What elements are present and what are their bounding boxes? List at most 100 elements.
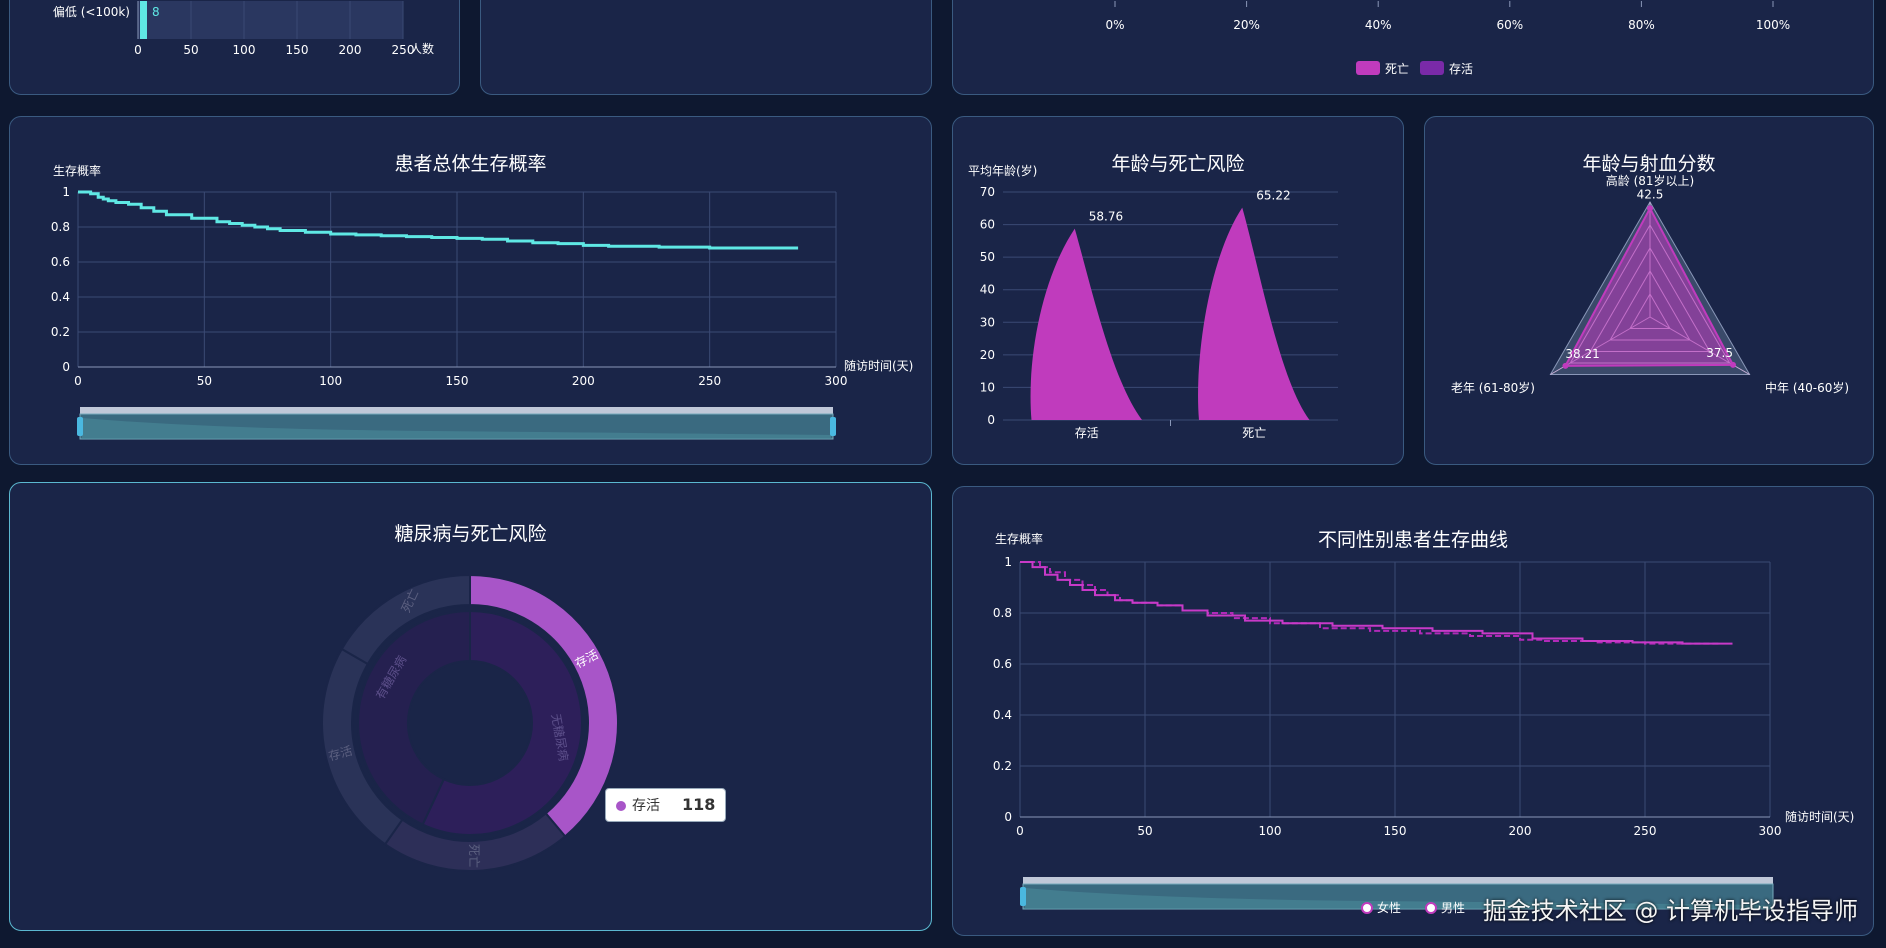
gender-survival-chart: 生存概率 随访时间(天) 0 0.2 0.4 0.6 0.8 1 0 50 100 150 200 2… bbox=[993, 531, 1854, 915]
gender-datazoom-bar-top bbox=[1023, 877, 1773, 884]
y-tick-label: 0.2 bbox=[51, 325, 70, 339]
age-y-tick: 70 bbox=[980, 185, 995, 199]
age-y-tick: 20 bbox=[980, 348, 995, 362]
radar-point bbox=[1562, 362, 1569, 369]
histogram-bar-value: 8 bbox=[152, 5, 160, 19]
histogram-x-tick: 250 bbox=[392, 43, 415, 57]
x-tick-label: 150 bbox=[1384, 824, 1407, 838]
survival-grid: 0 0.2 0.4 0.6 0.8 1 0 50 100 150 200 250 300 bbox=[51, 185, 848, 388]
age-risk-bars: 58.76 存活 65.22 死亡 bbox=[1030, 189, 1310, 440]
y-tick-label: 0.8 bbox=[993, 606, 1012, 620]
radar-value-label: 42.5 bbox=[1637, 187, 1664, 201]
age-y-tick: 50 bbox=[980, 250, 995, 264]
x-tick-label: 300 bbox=[1759, 824, 1782, 838]
histogram-x-tick: 200 bbox=[339, 43, 362, 57]
stacked-x-ticks: 0% 20% 40% 60% 80% 100% bbox=[1105, 1, 1790, 32]
datazoom-bar-top bbox=[80, 407, 833, 414]
radar-value-label: 38.21 bbox=[1565, 347, 1599, 361]
legend-label-male[interactable]: 男性 bbox=[1441, 901, 1465, 915]
survival-panel: 患者总体生存概率 生存概率 随访时间(天) 0 0.2 0.4 0.6 0.8 1 0 50 1… bbox=[9, 116, 932, 465]
gender-datazoom[interactable] bbox=[1020, 877, 1774, 910]
x-tick-label: 250 bbox=[1634, 824, 1657, 838]
x-tick-label: 200 bbox=[1509, 824, 1532, 838]
legend-label-female[interactable]: 女性 bbox=[1377, 900, 1401, 915]
age-bar-death bbox=[1198, 207, 1310, 420]
gender-grid: 0 0.2 0.4 0.6 0.8 1 0 50 100 150 200 250 300 bbox=[993, 555, 1782, 838]
gender-datazoom-preview bbox=[1025, 888, 1771, 909]
survival-x-axis-name: 随访时间(天) bbox=[844, 358, 913, 373]
datazoom-handle-left[interactable] bbox=[77, 417, 83, 436]
x-tick-label: 50 bbox=[197, 374, 212, 388]
y-tick-label: 1 bbox=[62, 185, 70, 199]
histogram-x-tick: 150 bbox=[286, 43, 309, 57]
stacked-x-tick-label: 20% bbox=[1233, 18, 1260, 32]
age-risk-y-axis-name: 平均年龄(岁) bbox=[968, 163, 1037, 178]
gender-curve-female[interactable] bbox=[1020, 561, 1720, 645]
gender-y-axis-name: 生存概率 bbox=[995, 531, 1043, 546]
gender-survival-panel: 不同性别患者生存曲线 生存概率 随访时间(天) 0 0.2 0.4 0.6 0.8 1 0 5… bbox=[952, 486, 1874, 936]
datazoom-handle-right[interactable] bbox=[830, 417, 836, 436]
age-risk-title: 年龄与死亡风险 bbox=[1111, 153, 1245, 175]
survival-datazoom[interactable] bbox=[77, 407, 836, 440]
legend-swatch-death[interactable] bbox=[1356, 61, 1380, 75]
y-tick-label: 0.6 bbox=[51, 255, 70, 269]
y-tick-label: 0.8 bbox=[51, 220, 70, 234]
age-bar-survive bbox=[1030, 228, 1143, 420]
diabetes-panel: 糖尿病与死亡风险 无糖尿病 有糖尿病 存活 死亡 存活 死亡 存活 118 bbox=[9, 482, 932, 931]
radar-indicator-label: 老年 (61-80岁) bbox=[1451, 380, 1535, 395]
gender-survival-title: 不同性别患者生存曲线 bbox=[1317, 529, 1508, 551]
survival-y-axis-name: 生存概率 bbox=[53, 163, 101, 178]
y-tick-label: 0.4 bbox=[51, 290, 70, 304]
stacked-x-tick-label: 100% bbox=[1756, 18, 1790, 32]
survival-title: 患者总体生存概率 bbox=[394, 153, 547, 175]
tooltip-dot bbox=[616, 801, 626, 811]
tooltip-value: 118 bbox=[682, 795, 716, 814]
radar-panel: 年龄与射血分数 42.5 37.5 38.21 高龄 (81岁以上) 中年 (40-60… bbox=[1424, 116, 1874, 465]
datazoom-preview bbox=[82, 418, 831, 439]
radar-point bbox=[1647, 205, 1653, 212]
histogram-x-axis-name: 人数 bbox=[410, 41, 434, 56]
age-x-tick: 存活 bbox=[1075, 426, 1099, 440]
histogram-x-tick: 0 bbox=[134, 43, 142, 57]
x-tick-label: 0 bbox=[1016, 824, 1024, 838]
gender-curve-male[interactable] bbox=[1020, 561, 1733, 645]
radar-value-label: 37.5 bbox=[1706, 346, 1733, 360]
age-y-tick: 0 bbox=[987, 413, 995, 427]
histogram-x-tick: 100 bbox=[233, 43, 256, 57]
x-tick-label: 300 bbox=[825, 374, 848, 388]
y-tick-label: 0 bbox=[62, 360, 70, 374]
legend-icon-female[interactable] bbox=[1361, 902, 1373, 914]
x-tick-label: 100 bbox=[1259, 824, 1282, 838]
histogram-band bbox=[138, 1, 403, 39]
legend-swatch-survive[interactable] bbox=[1420, 61, 1444, 75]
histogram-bar[interactable] bbox=[140, 1, 147, 39]
legend-label-death[interactable]: 死亡 bbox=[1385, 62, 1409, 76]
age-y-tick: 40 bbox=[980, 283, 995, 297]
pie-inner-no-diabetes bbox=[421, 609, 583, 836]
histogram-panel: 偏低 (<100k) 8 0 50 100 150 200 250 人数 bbox=[9, 0, 460, 95]
radar-area bbox=[1563, 206, 1735, 367]
survival-curve[interactable] bbox=[78, 190, 799, 250]
gender-datazoom-handle-left[interactable] bbox=[1020, 887, 1026, 906]
legend-icon-male[interactable] bbox=[1425, 902, 1437, 914]
survival-chart: 生存概率 随访时间(天) 0 0.2 0.4 0.6 0.8 1 0 50 100 150 200 2… bbox=[51, 163, 913, 440]
stacked-x-tick-label: 0% bbox=[1105, 18, 1124, 32]
x-tick-label: 250 bbox=[698, 374, 721, 388]
histogram-chart: 偏低 (<100k) 8 0 50 100 150 200 250 人数 bbox=[53, 1, 434, 57]
gender-x-axis-name: 随访时间(天) bbox=[1785, 809, 1854, 824]
age-y-tick: 10 bbox=[980, 380, 995, 394]
pie-outer-death-2 bbox=[340, 573, 471, 666]
stacked-x-tick-label: 60% bbox=[1496, 18, 1523, 32]
pie-outer-label: 死亡 bbox=[467, 844, 481, 868]
y-tick-label: 1 bbox=[1004, 555, 1012, 569]
pie-outer-label: 存活 bbox=[327, 744, 354, 764]
histogram-x-tick: 50 bbox=[183, 43, 198, 57]
y-tick-label: 0.4 bbox=[993, 708, 1012, 722]
y-tick-label: 0.6 bbox=[993, 657, 1012, 671]
pie-tooltip: 存活 118 bbox=[605, 788, 727, 822]
age-x-tick: 死亡 bbox=[1242, 426, 1266, 440]
stacked-bar-chart: 0% 20% 40% 60% 80% 100% 死亡 存活 bbox=[1105, 1, 1790, 76]
radar-indicator-label: 中年 (40-60岁) bbox=[1765, 380, 1849, 395]
legend-label-survive[interactable]: 存活 bbox=[1449, 62, 1473, 76]
